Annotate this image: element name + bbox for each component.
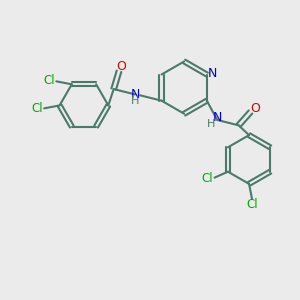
Text: Cl: Cl bbox=[31, 103, 43, 116]
Text: Cl: Cl bbox=[247, 198, 258, 211]
Text: N: N bbox=[208, 67, 217, 80]
Text: N: N bbox=[130, 88, 140, 101]
Text: O: O bbox=[116, 60, 126, 73]
Text: H: H bbox=[130, 96, 139, 106]
Text: Cl: Cl bbox=[44, 74, 55, 87]
Text: Cl: Cl bbox=[202, 172, 213, 185]
Text: O: O bbox=[250, 103, 260, 116]
Text: N: N bbox=[213, 111, 223, 124]
Text: H: H bbox=[206, 119, 215, 129]
